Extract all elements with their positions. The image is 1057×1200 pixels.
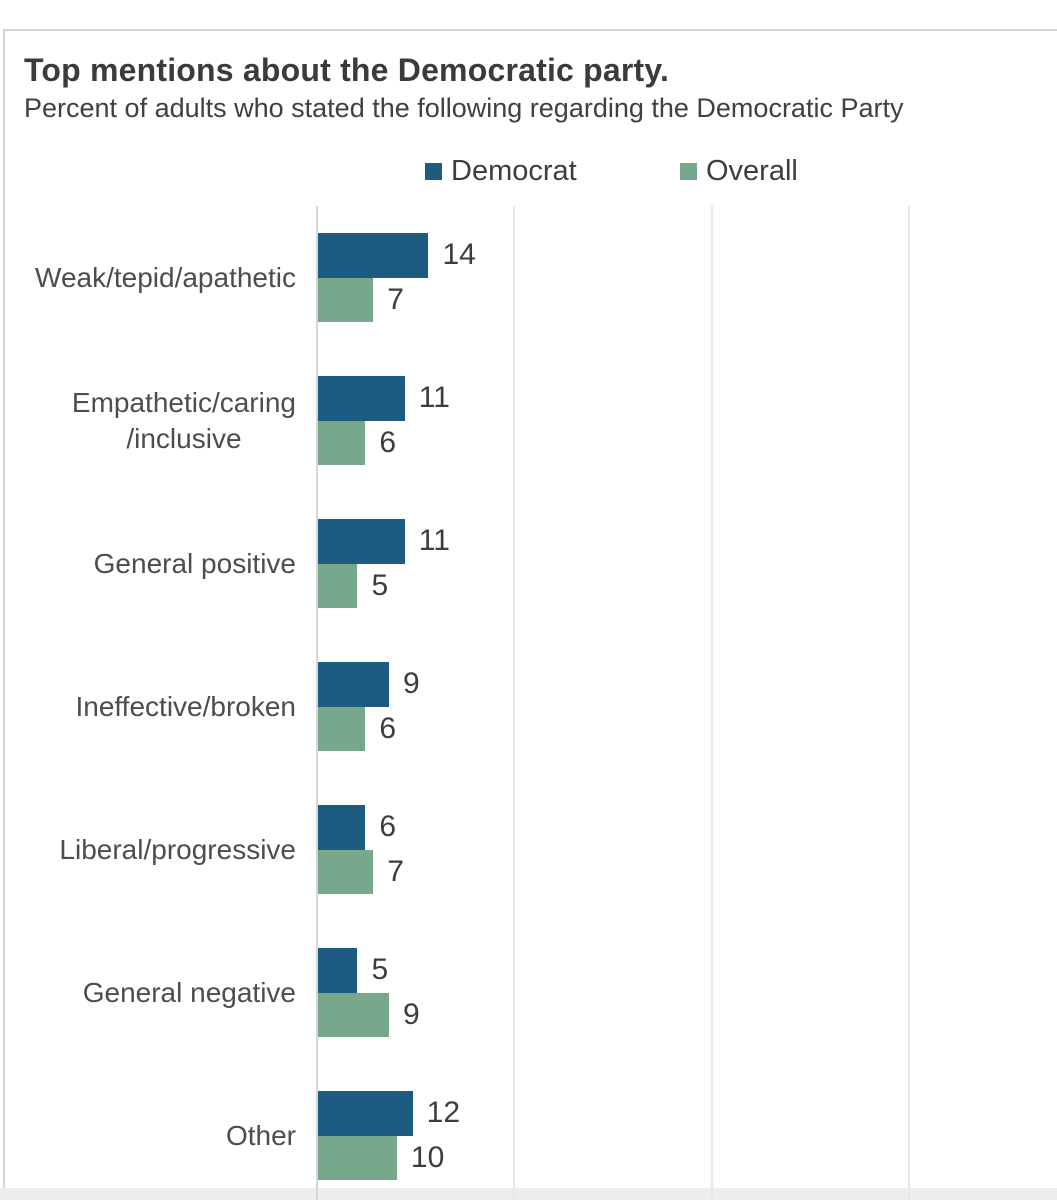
category-label: General negative [82, 976, 296, 1008]
overall-bar [318, 1135, 397, 1180]
democrat-bar [318, 948, 358, 993]
category-label: Liberal/progressive [59, 833, 296, 865]
axis-line [316, 206, 318, 1200]
democrat-value-label: 6 [379, 810, 397, 844]
overall-value-label: 6 [379, 425, 397, 459]
category-label: Empathetic/caring /inclusive [71, 386, 296, 454]
democrat-value-label: 11 [418, 524, 450, 558]
chart-title: Top mentions about the Democratic party. [24, 52, 670, 88]
overall-bar [318, 277, 374, 322]
legend-democrat-swatch [425, 162, 442, 180]
legend-item-democrat: Democrat [425, 155, 577, 187]
democrat-value-label: 14 [442, 238, 476, 272]
overall-value-label: 6 [379, 711, 397, 745]
democrat-bar [318, 662, 389, 707]
legend-overall-swatch [680, 162, 697, 180]
overall-value-label: 10 [410, 1140, 445, 1174]
overall-value-label: 7 [387, 854, 404, 888]
democrat-value-label: 5 [371, 953, 389, 987]
gridline-75 [907, 206, 910, 1200]
bottom-cropped-strip [0, 1188, 1057, 1200]
gridline-50 [710, 206, 713, 1200]
legend-item-overall: Overall [680, 155, 798, 187]
category-label: Other [225, 1119, 296, 1151]
democrat-bar [318, 376, 405, 421]
overall-bar [318, 420, 366, 465]
overall-bar [318, 992, 389, 1037]
overall-value-label: 7 [387, 282, 404, 316]
legend-democrat-label: Democrat [451, 154, 577, 187]
category-label: General positive [93, 547, 296, 579]
democrat-value-label: 12 [426, 1096, 461, 1130]
chart-card [3, 29, 1057, 1200]
overall-bar [318, 706, 366, 751]
gridline-25 [513, 206, 516, 1200]
democrat-bar [318, 805, 366, 850]
overall-value-label: 5 [371, 568, 389, 602]
category-label: Weak/tepid/apathetic [35, 261, 296, 293]
democrat-bar [318, 233, 429, 278]
democrat-value-label: 9 [403, 667, 420, 701]
category-label: Ineffective/broken [75, 690, 296, 722]
overall-bar [318, 849, 374, 894]
chart-subtitle: Percent of adults who stated the followi… [24, 93, 904, 123]
overall-value-label: 9 [403, 997, 420, 1031]
democrat-bar [318, 1091, 413, 1136]
legend-overall-label: Overall [706, 154, 798, 187]
democrat-bar [318, 519, 405, 564]
overall-bar [318, 563, 358, 608]
democrat-value-label: 11 [418, 381, 450, 415]
